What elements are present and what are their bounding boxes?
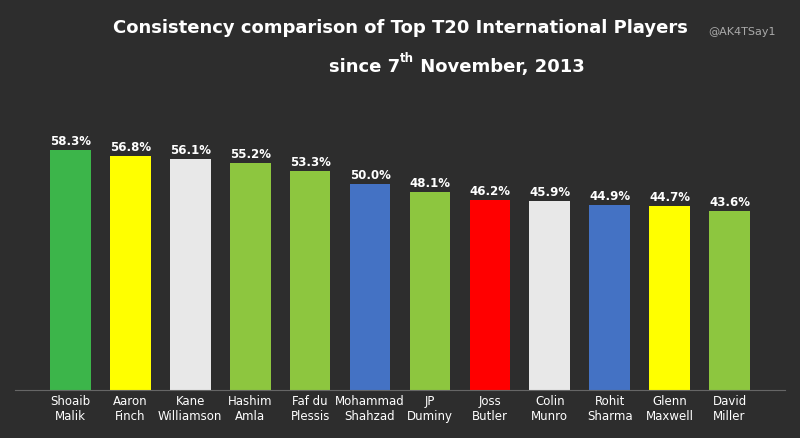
- Text: 58.3%: 58.3%: [50, 135, 91, 148]
- Text: 48.1%: 48.1%: [410, 177, 450, 190]
- Text: @AK4TSay1: @AK4TSay1: [709, 27, 776, 37]
- Text: 44.9%: 44.9%: [589, 190, 630, 203]
- Bar: [710, 211, 750, 390]
- Text: 43.6%: 43.6%: [709, 196, 750, 208]
- Bar: [530, 201, 570, 390]
- Text: th: th: [400, 53, 414, 65]
- Bar: [590, 205, 630, 390]
- Text: 45.9%: 45.9%: [530, 186, 570, 199]
- Bar: [650, 206, 690, 390]
- Bar: [110, 156, 150, 390]
- Text: 56.1%: 56.1%: [170, 144, 210, 157]
- Bar: [410, 192, 450, 390]
- Text: November, 2013: November, 2013: [414, 58, 585, 76]
- Bar: [350, 184, 390, 390]
- Bar: [50, 150, 90, 390]
- Text: 46.2%: 46.2%: [470, 185, 510, 198]
- Bar: [470, 200, 510, 390]
- Text: 50.0%: 50.0%: [350, 170, 390, 182]
- Bar: [170, 159, 210, 390]
- Text: 53.3%: 53.3%: [290, 156, 330, 169]
- Text: 55.2%: 55.2%: [230, 148, 270, 161]
- Text: 44.7%: 44.7%: [649, 191, 690, 204]
- Bar: [230, 163, 270, 390]
- Text: 56.8%: 56.8%: [110, 141, 151, 154]
- Bar: [290, 171, 330, 390]
- Text: Consistency comparison of Top T20 International Players: Consistency comparison of Top T20 Intern…: [113, 19, 687, 37]
- Text: since 7: since 7: [329, 58, 400, 76]
